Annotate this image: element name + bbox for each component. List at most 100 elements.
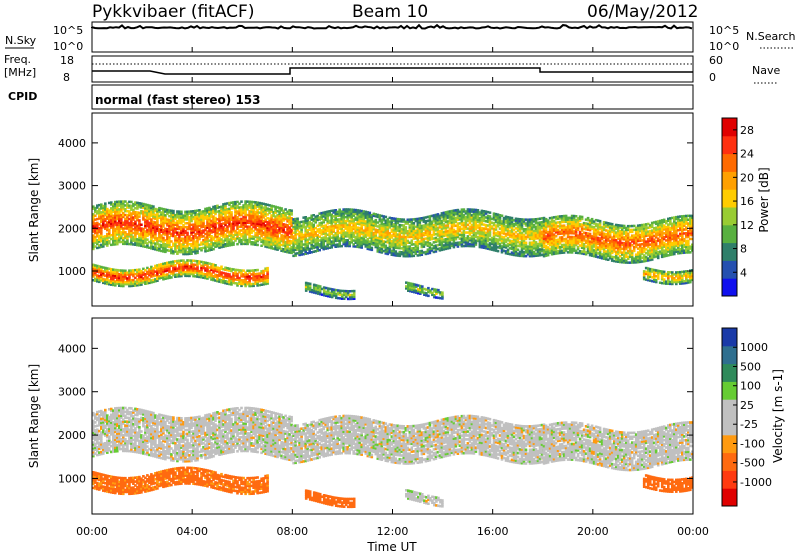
echo-cell: [218, 227, 221, 230]
echo-cell: [380, 233, 384, 237]
echo-cell: [556, 240, 560, 243]
echo-cell: [116, 216, 119, 219]
echo-cell: [592, 226, 596, 229]
echo-cell: [336, 218, 339, 221]
echo-cell: [330, 221, 333, 224]
echo-cell: [250, 206, 253, 209]
echo-cell: [228, 207, 231, 211]
echo-cell: [172, 227, 175, 230]
echo-cell: [124, 209, 127, 213]
echo-cell: [508, 233, 512, 237]
echo-cell: [132, 210, 135, 214]
echo-cell: [398, 246, 402, 250]
echo-cell: [108, 220, 111, 224]
echo-cell: [178, 246, 181, 250]
echo-cell: [652, 242, 656, 245]
echo-cell: [496, 215, 500, 218]
echo-cell: [238, 240, 241, 244]
echo-cell: [404, 241, 408, 244]
echo-cell: [406, 230, 410, 233]
echo-cell: [554, 240, 558, 244]
echo-cell: [522, 254, 526, 258]
echo-cell: [298, 223, 301, 226]
echo-cell: [518, 225, 522, 229]
echo-cell: [268, 244, 271, 247]
echo-cell: [170, 217, 173, 220]
echo-cell: [562, 226, 566, 229]
echo-cell: [644, 230, 648, 234]
echo-cell: [244, 213, 247, 217]
echo-cell: [566, 222, 570, 225]
echo-cell: [446, 212, 450, 215]
echo-cell: [312, 244, 315, 248]
echo-cell: [424, 250, 428, 254]
echo-cell: [208, 216, 211, 219]
echo-cell: [646, 240, 650, 243]
echo-cell: [164, 229, 167, 232]
echo-cell: [368, 230, 372, 234]
echo-cell: [428, 226, 432, 230]
echo-cell: [454, 241, 458, 245]
echo-cell: [482, 246, 486, 249]
echo-cell: [568, 249, 572, 252]
echo-cell: [642, 244, 646, 248]
echo-cell: [456, 224, 460, 227]
echo-cell: [280, 213, 283, 216]
echo-cell: [280, 214, 283, 218]
echo-cell: [414, 231, 418, 234]
echo-cell: [370, 240, 374, 244]
echo-cell: [92, 240, 95, 243]
nsky-tick-low: 10^0: [53, 40, 83, 53]
echo-cell: [154, 209, 157, 213]
echo-cell: [622, 230, 626, 233]
echo-cell: [646, 241, 650, 245]
echo-cell: [122, 221, 125, 224]
echo-cell: [538, 248, 542, 251]
echo-cell: [528, 237, 532, 241]
echo-cell: [158, 243, 161, 246]
echo-cell: [602, 244, 606, 247]
echo-cell: [252, 204, 255, 208]
echo-cell: [334, 209, 337, 212]
echo-cell: [354, 228, 357, 231]
echo-cell: [658, 225, 662, 228]
echo-cell: [448, 239, 452, 242]
echo-cell: [380, 220, 384, 223]
echo-cell: [286, 218, 289, 221]
echo-cell: [310, 243, 313, 246]
echo-cell: [286, 245, 289, 248]
echo-cell: [532, 241, 536, 244]
echo-cell: [618, 230, 622, 233]
echo-cell: [110, 226, 113, 229]
echo-cell: [486, 233, 490, 237]
nsearch-label: N.Search: [746, 30, 796, 43]
echo-cell: [206, 209, 209, 212]
echo-cell: [248, 204, 251, 207]
echo-cell: [296, 248, 299, 251]
echo-cell: [352, 218, 355, 221]
echo-cell: [574, 236, 578, 239]
echo-cell: [478, 226, 482, 230]
echo-cell: [356, 245, 359, 249]
echo-cell: [640, 239, 644, 242]
echo-cell: [556, 225, 560, 228]
echo-cell: [322, 219, 325, 222]
echo-cell: [380, 251, 384, 254]
echo-cell: [308, 222, 311, 226]
echo-cell: [322, 215, 325, 218]
echo-cell: [540, 242, 544, 245]
echo-cell: [194, 221, 197, 224]
echo-cell: [592, 229, 596, 233]
echo-cell: [290, 230, 293, 233]
echo-cell: [452, 224, 456, 228]
echo-cell: [260, 234, 263, 238]
echo-cell: [400, 235, 404, 239]
echo-cell: [122, 208, 125, 211]
echo-cell: [190, 233, 193, 236]
echo-cell: [656, 220, 660, 223]
echo-cell: [460, 239, 464, 242]
echo-cell: [514, 227, 518, 230]
echo-cell: [604, 221, 608, 224]
echo-cell: [142, 241, 145, 244]
echo-cell: [572, 222, 576, 225]
